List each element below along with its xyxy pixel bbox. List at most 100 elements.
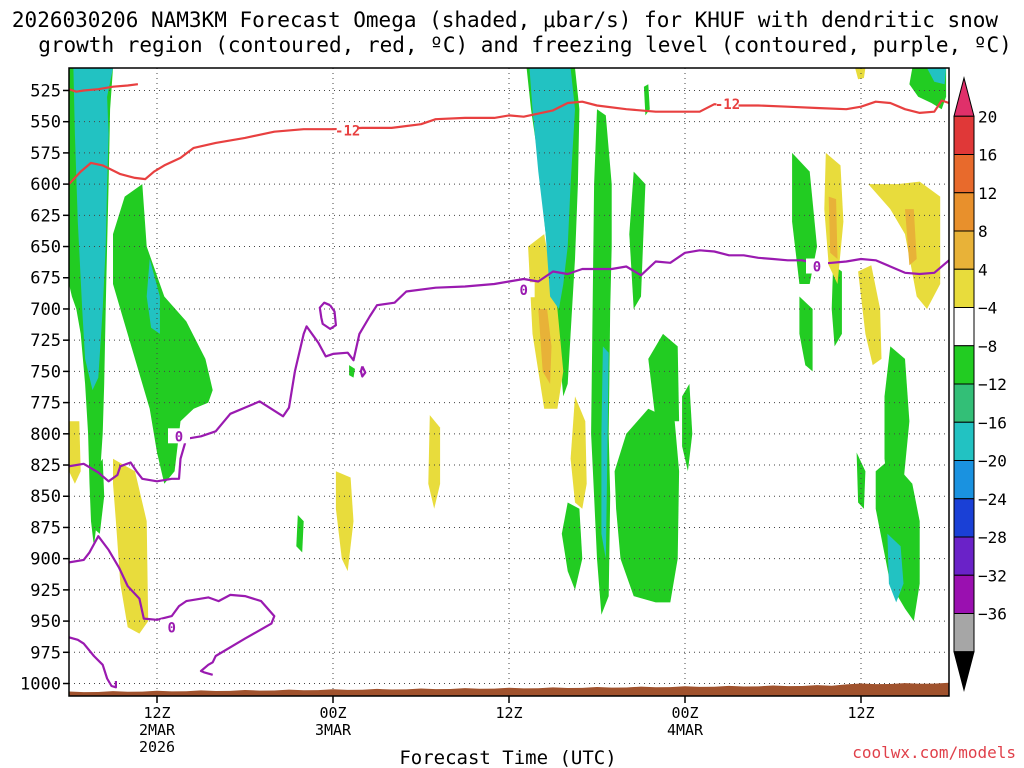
freezing-contour-lower-left — [69, 636, 117, 689]
y-tick-label-975: 975 — [30, 643, 61, 663]
y-tick-label-550: 550 — [30, 113, 61, 133]
colorbar-label-11: −28 — [978, 528, 1007, 547]
x-tick-label-18: 00Z — [319, 704, 346, 722]
freezing-label-mid-bg — [512, 282, 535, 298]
omega-region-4 — [91, 458, 105, 534]
omega-region-27 — [538, 309, 552, 384]
terrain-fill — [69, 682, 949, 696]
colorbar-band-9 — [953, 421, 975, 461]
colorbar-band-2 — [953, 154, 975, 194]
freezing-label-right: 0 — [813, 260, 821, 276]
y-tick-label-825: 825 — [30, 456, 61, 476]
omega-region-5 — [529, 68, 575, 309]
freezing-label-left-bg — [168, 428, 190, 444]
omega-region-23 — [643, 84, 650, 116]
x-tick-day-6: 2MAR — [139, 721, 176, 739]
omega-region-8 — [601, 346, 609, 559]
x-tick-year-6: 2026 — [139, 738, 175, 756]
colorbar-label-1: 16 — [978, 146, 997, 165]
dgz-contour-upper — [69, 83, 139, 93]
omega-region-17 — [856, 452, 866, 509]
omega-region-22 — [927, 68, 947, 85]
omega-region-12 — [561, 502, 583, 590]
freezing-label-right-bg — [806, 258, 828, 274]
chart-title-line2: growth region (contoured, red, ºC) and f… — [38, 33, 1012, 57]
omega-region-25 — [349, 365, 355, 378]
x-axis-label: Forecast Time (UTC) — [399, 747, 616, 768]
omega-region-11 — [648, 333, 680, 422]
colorbar-label-2: 12 — [978, 184, 997, 203]
freezing-contour-loop-2 — [359, 365, 367, 378]
y-tick-label-950: 950 — [30, 612, 61, 632]
omega-region-19 — [875, 458, 920, 622]
y-axis-ticks: 525 550 575 600 625 650 675 700 725 750 775 800 825 8… — [20, 81, 69, 695]
omega-region-9 — [629, 171, 646, 309]
y-tick-label-925: 925 — [30, 581, 61, 601]
chart-title-line1: 2026030206 NAM3KM Forecast Omega (shaded… — [12, 8, 999, 32]
freezing-contour-main — [69, 249, 949, 483]
y-tick-label-675: 675 — [30, 269, 61, 289]
freezing-contour-low — [69, 535, 276, 676]
colorbar-band-8 — [953, 383, 975, 423]
colorbar-label-5: −4 — [978, 299, 997, 318]
y-tick-label-875: 875 — [30, 518, 61, 538]
omega-region-15 — [799, 296, 813, 372]
omega-region-0 — [73, 68, 113, 391]
grid-lines — [69, 68, 949, 696]
freezing-label-low: 0 — [167, 620, 175, 636]
dgz-contour-label-1-bg — [716, 96, 739, 112]
terrain-surface — [69, 682, 949, 696]
colorbar-label-4: 4 — [978, 260, 988, 279]
freezing-label-mid: 0 — [519, 283, 527, 299]
x-tick-label-6: 12Z — [143, 704, 170, 722]
x-tick-label-30: 12Z — [495, 704, 522, 722]
omega-region-34 — [905, 209, 917, 266]
y-tick-label-1000: 1000 — [20, 675, 61, 695]
freezing-contour-loop-1 — [318, 301, 337, 330]
colorbar-band-13 — [953, 574, 975, 614]
colorbar-band-10 — [953, 460, 975, 500]
y-tick-label-800: 800 — [30, 425, 61, 445]
omega-region-31 — [69, 421, 81, 484]
y-tick-label-700: 700 — [30, 300, 61, 320]
omega-region-37 — [858, 265, 882, 366]
colorbar-label-8: −16 — [978, 413, 1007, 432]
y-tick-label-775: 775 — [30, 394, 61, 414]
omega-region-7 — [591, 109, 612, 615]
omega-region-36 — [828, 196, 838, 259]
colorbar-label-12: −32 — [978, 566, 1007, 585]
y-tick-label-650: 650 — [30, 238, 61, 258]
colorbar-band-6 — [953, 307, 975, 347]
x-tick-day-18: 3MAR — [315, 721, 352, 739]
colorbar-band-12 — [953, 536, 975, 576]
omega-region-29 — [428, 415, 441, 509]
y-tick-label-600: 600 — [30, 175, 61, 195]
colorbar-band-0 — [953, 76, 975, 117]
contour-lines: -12 -12 0 0 0 0 — [69, 83, 949, 689]
colorbar: 20 16 12 8 4 −4 −8 −12 −16 −20 −24 −28 −32 −36 — [953, 76, 1007, 692]
colorbar-label-9: −20 — [978, 452, 1007, 471]
x-tick-label-54: 12Z — [847, 704, 874, 722]
omega-region-32 — [113, 458, 149, 634]
colorbar-band-14 — [953, 613, 975, 653]
dgz-contour-label-0-bg — [336, 122, 359, 138]
colorbar-label-0: 20 — [978, 107, 997, 126]
colorbar-label-6: −8 — [978, 337, 997, 356]
colorbar-band-4 — [953, 230, 975, 270]
colorbar-band-5 — [953, 268, 975, 308]
omega-region-2 — [113, 184, 213, 484]
colorbar-band-7 — [953, 345, 975, 385]
colorbar-label-10: −24 — [978, 490, 1007, 509]
colorbar-label-7: −12 — [978, 375, 1007, 394]
omega-region-16 — [831, 265, 842, 347]
x-tick-day-42: 4MAR — [667, 721, 704, 739]
freezing-label-low-bg — [160, 619, 183, 635]
dgz-contour-lower — [69, 99, 949, 185]
omega-region-28 — [570, 396, 587, 509]
colorbar-band-3 — [953, 192, 975, 232]
omega-region-30 — [335, 471, 354, 572]
colorbar-band-15 — [953, 651, 975, 692]
source-credit: coolwx.com/models — [852, 743, 1016, 762]
